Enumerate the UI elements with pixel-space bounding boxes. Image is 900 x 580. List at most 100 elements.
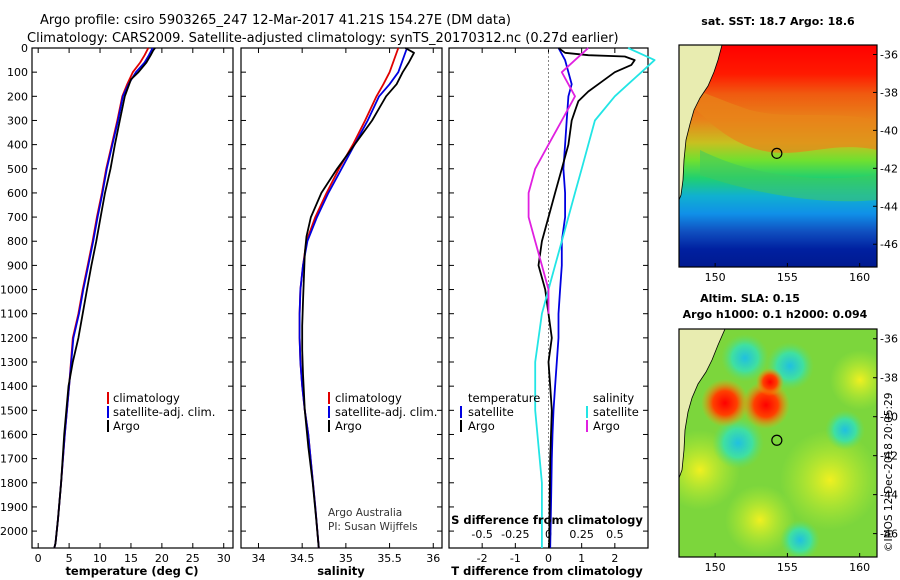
land-australia (679, 329, 726, 479)
legend-label-s-satellite: satellite (593, 405, 639, 419)
series-climatology (298, 47, 400, 549)
difference-series (527, 47, 656, 549)
y-tick-label: 800 (7, 235, 28, 248)
series-satellite-adj-clim- (53, 47, 154, 549)
map-y-tick-label: -38 (880, 86, 898, 99)
sst-map-frame (678, 44, 878, 268)
map-y-tick-label: -38 (880, 372, 898, 385)
y-tick-label: 900 (7, 259, 28, 272)
series-t-argo (537, 47, 636, 549)
legend-label-argo: Argo (335, 419, 362, 433)
series-argo (301, 47, 415, 549)
sla-cyan-4 (825, 410, 865, 450)
x-tick-label: -2 (477, 552, 488, 565)
x-tick-label: 25 (186, 552, 200, 565)
y-tick-label: 700 (7, 211, 28, 224)
land-australia (679, 45, 723, 201)
y-tick-label: 500 (7, 163, 28, 176)
y-tick-label: 0 (21, 42, 28, 55)
sst-map (679, 45, 877, 267)
series-s-satellite (534, 47, 656, 548)
legend-title-temperature: temperature (468, 391, 540, 405)
profile-marker (771, 147, 783, 159)
temperature-xlabel: temperature (deg C) (65, 564, 198, 578)
sla-map-frame (678, 328, 878, 558)
y-tick-label: 2000 (0, 525, 28, 538)
legend-label-climatology: climatology (113, 391, 180, 405)
profile-marker (771, 434, 783, 446)
map-y-tick-label: -36 (880, 333, 898, 346)
difference-top-xlabel: S difference from climatology (451, 513, 643, 527)
footer-stamp: ©IMOS 12-Dec-2018 20:05:29 (883, 393, 895, 552)
y-tick-label: 400 (7, 139, 28, 152)
temperature-axes: 0100200300400500600700800900100011001200… (0, 42, 233, 565)
x-tick-label: 1 (578, 552, 585, 565)
sla-cyan-1 (721, 334, 769, 382)
series-t-satellite (549, 47, 573, 549)
y-tick-label: 1600 (0, 428, 28, 441)
y-tick-label: 1800 (0, 477, 28, 490)
map-y-tick-label: -46 (880, 528, 898, 541)
sla-map (679, 329, 877, 557)
x-tick-label: 34.5 (290, 552, 315, 565)
temperature-panel (31, 47, 234, 549)
temperature-series (53, 47, 156, 549)
sla-yellow-3 (725, 485, 795, 555)
y-tick-label: 1400 (0, 380, 28, 393)
map-x-tick-label: 150 (705, 271, 726, 284)
legend-label-t-argo: Argo (468, 419, 495, 433)
sst-green-band (700, 150, 877, 202)
legend-label-argo: Argo (113, 419, 140, 433)
y-tick-label: 100 (7, 66, 28, 79)
sla-yellow-2 (780, 430, 877, 530)
x-tick-label: 2 (611, 552, 618, 565)
header-line-1: Argo profile: csiro 5903265_247 12-Mar-2… (40, 13, 511, 28)
map-y-tick-label: -42 (880, 162, 898, 175)
x-tick-label: 10 (93, 552, 107, 565)
difference-xlabel: T difference from climatology (451, 564, 643, 578)
sla-map-title-1: Altim. SLA: 0.15 (700, 292, 800, 305)
y-tick-label: 1100 (0, 308, 28, 321)
series-argo (53, 47, 156, 549)
sla-yellow-4 (830, 350, 877, 410)
x-tick-label: 36 (426, 552, 440, 565)
legend-title-salinity: salinity (593, 391, 634, 405)
y-tick-label: 1900 (0, 501, 28, 514)
top-tick-label: -0.5 (471, 528, 492, 541)
map-y-tick-label: -42 (880, 450, 898, 463)
salinity-axes: 34 34.5 35 35.5 36 (241, 47, 442, 565)
sla-map-axes: 150 155 160 -36 -38 -40 -42 -44 -46 (705, 333, 898, 574)
difference-axes: -2 -1 0 1 2-0.5 -0.25 0 0.25 0.5 (449, 47, 648, 565)
sla-red-1 (701, 379, 749, 427)
map-y-tick-label: -46 (880, 238, 898, 251)
x-tick-label: 34 (251, 552, 265, 565)
x-tick-label: -1 (510, 552, 521, 565)
credit-line-1: Argo Australia (328, 507, 402, 519)
x-tick-label: 0 (545, 552, 552, 565)
salinity-series (298, 47, 415, 549)
map-x-tick-label: 150 (705, 561, 726, 574)
map-y-tick-label: -40 (880, 124, 898, 137)
map-x-tick-label: 155 (777, 271, 798, 284)
series-s-argo (527, 47, 589, 314)
salinity-panel (240, 47, 443, 549)
credit-line-2: PI: Susan Wijffels (328, 521, 418, 533)
x-tick-label: 35 (339, 552, 353, 565)
x-tick-label: 5 (66, 552, 73, 565)
y-tick-label: 1300 (0, 356, 28, 369)
legend-label-satellite: satellite-adj. clim. (335, 405, 437, 419)
y-tick-label: 1500 (0, 404, 28, 417)
y-tick-label: 1000 (0, 284, 28, 297)
map-x-tick-label: 155 (777, 561, 798, 574)
top-tick-label: 0.5 (606, 528, 624, 541)
map-x-tick-label: 160 (849, 561, 870, 574)
x-tick-label: 0 (35, 552, 42, 565)
map-y-tick-label: -44 (880, 200, 898, 213)
series-climatology (53, 47, 150, 549)
difference-legend: temperature satellite Argo salinity sate… (460, 391, 639, 433)
legend-label-t-satellite: satellite (468, 405, 514, 419)
y-tick-label: 600 (7, 187, 28, 200)
legend-label-satellite: satellite-adj. clim. (113, 405, 215, 419)
map-y-tick-label: -40 (880, 411, 898, 424)
